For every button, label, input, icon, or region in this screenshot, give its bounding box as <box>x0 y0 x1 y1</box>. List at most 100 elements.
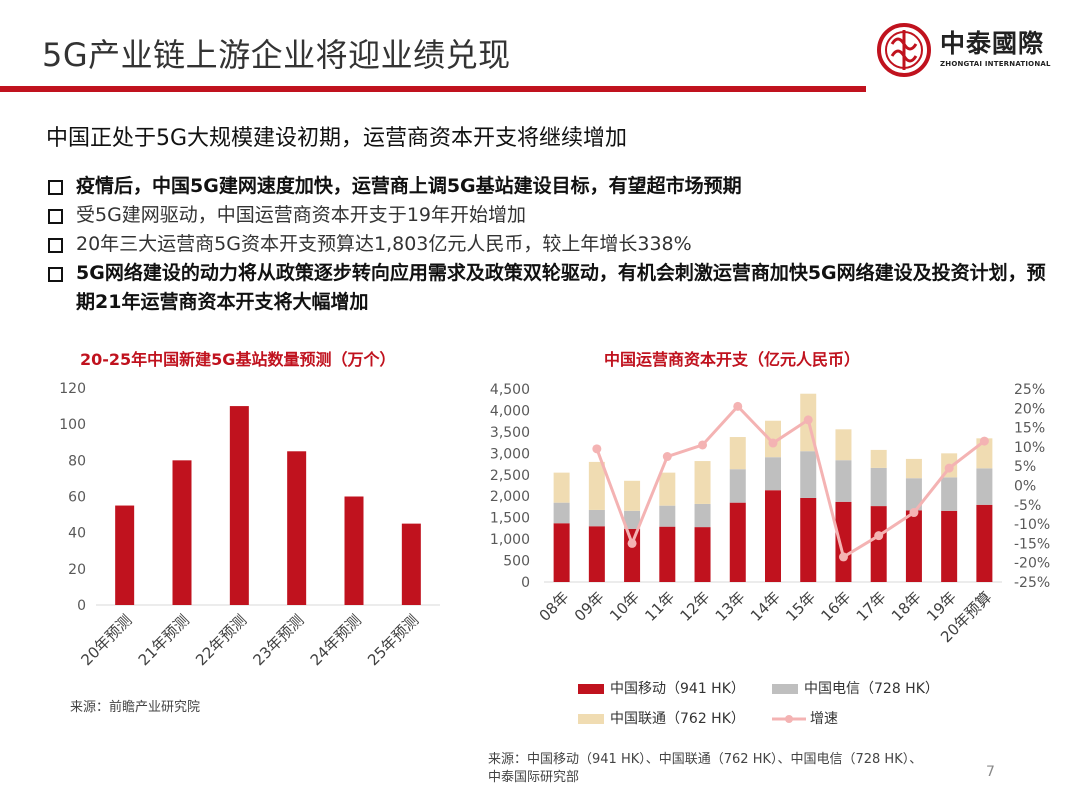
right-y-tick-label: 1,500 <box>490 511 530 527</box>
right-stacked-bar-segment <box>870 506 887 582</box>
growth-line-point <box>733 401 743 411</box>
left-bar <box>172 460 192 605</box>
right-stacked-bar-segment <box>835 429 852 461</box>
right-x-tick-label: 11年 <box>641 588 678 625</box>
right-stacked-bar-segment <box>659 526 676 582</box>
left-bar <box>344 496 364 605</box>
right-stacked-bar-segment <box>659 505 676 527</box>
right-stacked-bar-segment <box>694 527 711 582</box>
right-stacked-bar-segment <box>694 461 711 504</box>
right-x-tick-label: 18年 <box>888 588 925 625</box>
title-underline-bar <box>0 86 866 92</box>
page-title: 5G产业链上游企业将迎业绩兑现 <box>42 36 511 74</box>
bullet-text: 疫情后，中国5G建网速度加快，运营商上调5G基站建设目标，有望超市场预期 <box>76 175 742 197</box>
right-y-tick-label: 3,500 <box>490 425 530 441</box>
right-stacked-bar-segment <box>553 472 570 503</box>
right-stacked-bar-segment <box>765 490 781 582</box>
left-bar <box>115 505 135 605</box>
left-y-tick-label: 80 <box>68 453 86 469</box>
right-y2-tick-label: -20% <box>1014 556 1050 572</box>
legend-item-china-mobile: 中国移动（941 HK） <box>578 678 745 698</box>
growth-line-point <box>909 508 919 518</box>
right-chart-title: 中国运营商资本开支（亿元人民币） <box>604 350 861 369</box>
left-x-tick-label: 21年预测 <box>135 611 193 669</box>
left-bar <box>401 523 421 605</box>
bullet-list: 疫情后，中国5G建网速度加快，运营商上调5G基站建设目标，有望超市场预期 受5G… <box>46 172 1046 317</box>
growth-line <box>595 404 986 560</box>
growth-line-point <box>874 531 884 541</box>
right-x-tick-label: 09年 <box>571 588 608 625</box>
right-stacked-bar-segment <box>553 523 570 582</box>
right-stacked-bar-segment <box>905 510 922 582</box>
right-y2-tick-label: 5% <box>1014 459 1036 475</box>
page-number: 7 <box>986 764 995 780</box>
right-y-tick-label: 4,500 <box>490 382 530 398</box>
right-stacked-bar-segment <box>905 458 922 479</box>
right-stacked-bar-segment <box>729 502 746 582</box>
right-stacked-bar-segment <box>659 472 676 506</box>
growth-line-point <box>662 452 672 462</box>
right-stacked-bar-segment <box>905 478 922 511</box>
growth-line-point <box>838 552 848 562</box>
right-y2-tick-label: 25% <box>1014 382 1045 398</box>
right-stacked-bar-segment <box>729 469 746 503</box>
left-chart-title: 20-25年中国新建5G基站数量预测（万个） <box>80 350 396 369</box>
right-x-tick-label: 14年 <box>747 588 784 625</box>
legend-swatch <box>772 684 798 694</box>
section-subtitle: 中国正处于5G大规模建设初期，运营商资本开支将继续增加 <box>46 126 628 151</box>
legend-label: 增速 <box>810 711 838 727</box>
right-stacked-bar-segment <box>765 457 781 491</box>
growth-line-point <box>768 438 778 448</box>
left-y-tick-label: 0 <box>77 598 86 614</box>
right-y2-tick-label: -25% <box>1014 575 1050 591</box>
right-stacked-bar-segment <box>624 510 641 529</box>
legend-swatch <box>578 684 604 694</box>
legend-label: 中国移动（941 HK） <box>610 681 745 697</box>
bullet-text: 20年三大运营商5G资本开支预算达1,803亿元人民币，较上年增长338% <box>76 233 692 255</box>
checkbox-icon <box>48 267 63 282</box>
left-y-tick-label: 20 <box>68 562 86 578</box>
right-x-tick-label: 08年 <box>536 588 573 625</box>
right-stacked-bar-segment <box>976 468 993 505</box>
left-x-tick-label: 22年预测 <box>192 611 250 669</box>
logo-emblem-icon <box>877 23 931 77</box>
right-stacked-bar-segment <box>870 467 887 507</box>
right-x-tick-label: 13年 <box>712 588 749 625</box>
legend-swatch <box>578 714 604 724</box>
right-y-tick-label: 3,000 <box>490 446 530 462</box>
right-x-tick-label: 10年 <box>606 588 643 625</box>
right-stacked-bar-segment <box>624 480 641 511</box>
right-chart-source-line1: 来源：中国移动（941 HK）、中国联通（762 HK）、中国电信（728 HK… <box>488 752 923 767</box>
left-x-tick-label: 23年预测 <box>249 611 307 669</box>
right-x-tick-label: 17年 <box>853 588 890 625</box>
left-bar <box>287 451 307 605</box>
growth-line-point <box>979 436 989 446</box>
right-stacked-bar-segment <box>588 509 605 527</box>
bullet-text: 受5G建网驱动，中国运营商资本开支于19年开始增加 <box>76 204 526 226</box>
left-y-tick-label: 40 <box>68 526 86 542</box>
growth-line-point <box>627 538 637 548</box>
right-stacked-bar-segment <box>835 460 852 502</box>
legend-item-growth: 增速 <box>772 708 838 728</box>
right-y2-tick-label: 10% <box>1014 440 1045 456</box>
checkbox-icon <box>48 209 63 224</box>
right-y-tick-label: 2,000 <box>490 489 530 505</box>
right-x-tick-label: 16年 <box>817 588 854 625</box>
right-stacked-bar-segment <box>976 504 993 582</box>
bullet-text: 5G网络建设的动力将从政策逐步转向应用需求及政策双轮驱动，有机会刺激运营商加快5… <box>76 262 1046 313</box>
right-x-tick-label: 15年 <box>782 588 819 625</box>
left-bar <box>229 406 249 605</box>
legend-item-china-telecom: 中国电信（728 HK） <box>772 678 939 698</box>
right-stacked-bar-segment <box>800 497 817 582</box>
left-y-tick-label: 100 <box>59 417 86 433</box>
right-stacked-bar-segment <box>588 461 605 510</box>
left-x-tick-label: 20年预测 <box>77 611 135 669</box>
right-stacked-bar-segment <box>870 449 887 468</box>
right-stacked-bar-segment <box>729 437 746 470</box>
right-stacked-bar-segment <box>553 502 570 524</box>
right-stacked-bar-segment <box>694 503 711 528</box>
growth-line-point <box>944 463 954 473</box>
right-y-tick-label: 1,000 <box>490 532 530 548</box>
checkbox-icon <box>48 180 63 195</box>
right-y2-tick-label: 20% <box>1014 401 1045 417</box>
